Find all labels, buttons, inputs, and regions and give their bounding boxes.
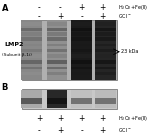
FancyBboxPatch shape (71, 49, 92, 52)
FancyBboxPatch shape (21, 44, 42, 46)
Text: +: + (100, 126, 106, 135)
FancyBboxPatch shape (95, 90, 116, 108)
FancyBboxPatch shape (22, 89, 117, 109)
FancyBboxPatch shape (21, 22, 42, 26)
Text: +: + (79, 3, 85, 12)
FancyBboxPatch shape (71, 44, 92, 46)
Text: +: + (57, 12, 63, 21)
FancyBboxPatch shape (95, 28, 116, 30)
FancyBboxPatch shape (46, 90, 68, 108)
FancyBboxPatch shape (46, 22, 68, 26)
FancyBboxPatch shape (46, 49, 68, 52)
Text: +: + (57, 114, 63, 123)
Text: -: - (38, 3, 40, 12)
Text: -: - (80, 126, 83, 135)
Text: H$_2$O$_2$+Fe(II): H$_2$O$_2$+Fe(II) (118, 3, 148, 12)
FancyBboxPatch shape (71, 90, 92, 108)
Text: +: + (36, 114, 42, 123)
FancyBboxPatch shape (71, 67, 92, 69)
FancyBboxPatch shape (21, 32, 42, 36)
FancyBboxPatch shape (95, 32, 116, 36)
FancyBboxPatch shape (71, 37, 92, 41)
Text: +: + (100, 12, 106, 21)
FancyBboxPatch shape (46, 67, 68, 69)
FancyBboxPatch shape (71, 28, 92, 30)
FancyBboxPatch shape (71, 60, 92, 64)
FancyBboxPatch shape (95, 20, 116, 80)
FancyBboxPatch shape (22, 20, 117, 80)
FancyBboxPatch shape (46, 54, 68, 59)
Text: -: - (38, 126, 40, 135)
FancyBboxPatch shape (21, 98, 42, 104)
Text: B: B (2, 83, 8, 92)
FancyBboxPatch shape (95, 72, 116, 75)
FancyBboxPatch shape (95, 98, 116, 104)
Text: H$_2$O$_2$+Fe(II): H$_2$O$_2$+Fe(II) (118, 114, 148, 123)
FancyBboxPatch shape (21, 20, 42, 80)
Text: +: + (100, 3, 106, 12)
FancyBboxPatch shape (21, 67, 42, 69)
FancyBboxPatch shape (46, 44, 68, 46)
Text: GCl$^-$: GCl$^-$ (118, 126, 132, 134)
FancyBboxPatch shape (95, 22, 116, 26)
FancyBboxPatch shape (71, 22, 92, 26)
FancyBboxPatch shape (71, 54, 92, 59)
Text: +: + (79, 114, 85, 123)
FancyBboxPatch shape (21, 90, 42, 108)
FancyBboxPatch shape (71, 98, 92, 104)
Text: A: A (2, 4, 8, 13)
FancyBboxPatch shape (46, 60, 68, 64)
Text: +: + (100, 114, 106, 123)
FancyBboxPatch shape (21, 37, 42, 41)
Text: 23 kDa: 23 kDa (121, 49, 138, 54)
FancyBboxPatch shape (46, 37, 68, 41)
FancyBboxPatch shape (21, 60, 42, 64)
Text: (Subunit β-1i): (Subunit β-1i) (2, 53, 31, 57)
Text: -: - (38, 12, 40, 21)
FancyBboxPatch shape (46, 20, 68, 80)
Text: LMP2: LMP2 (4, 42, 24, 47)
Text: -: - (80, 12, 83, 21)
FancyBboxPatch shape (95, 67, 116, 69)
FancyBboxPatch shape (46, 28, 68, 30)
FancyBboxPatch shape (71, 32, 92, 36)
Text: -: - (59, 3, 61, 12)
FancyBboxPatch shape (46, 72, 68, 75)
FancyBboxPatch shape (95, 49, 116, 52)
FancyBboxPatch shape (71, 20, 92, 80)
FancyBboxPatch shape (21, 54, 42, 59)
Text: GCl$^-$: GCl$^-$ (118, 12, 132, 20)
FancyBboxPatch shape (46, 98, 68, 104)
FancyBboxPatch shape (21, 72, 42, 75)
FancyBboxPatch shape (95, 44, 116, 46)
FancyBboxPatch shape (95, 54, 116, 59)
FancyBboxPatch shape (95, 60, 116, 64)
FancyBboxPatch shape (71, 72, 92, 75)
FancyBboxPatch shape (21, 49, 42, 52)
Text: +: + (57, 126, 63, 135)
FancyBboxPatch shape (46, 32, 68, 36)
FancyBboxPatch shape (21, 28, 42, 30)
FancyBboxPatch shape (95, 37, 116, 41)
